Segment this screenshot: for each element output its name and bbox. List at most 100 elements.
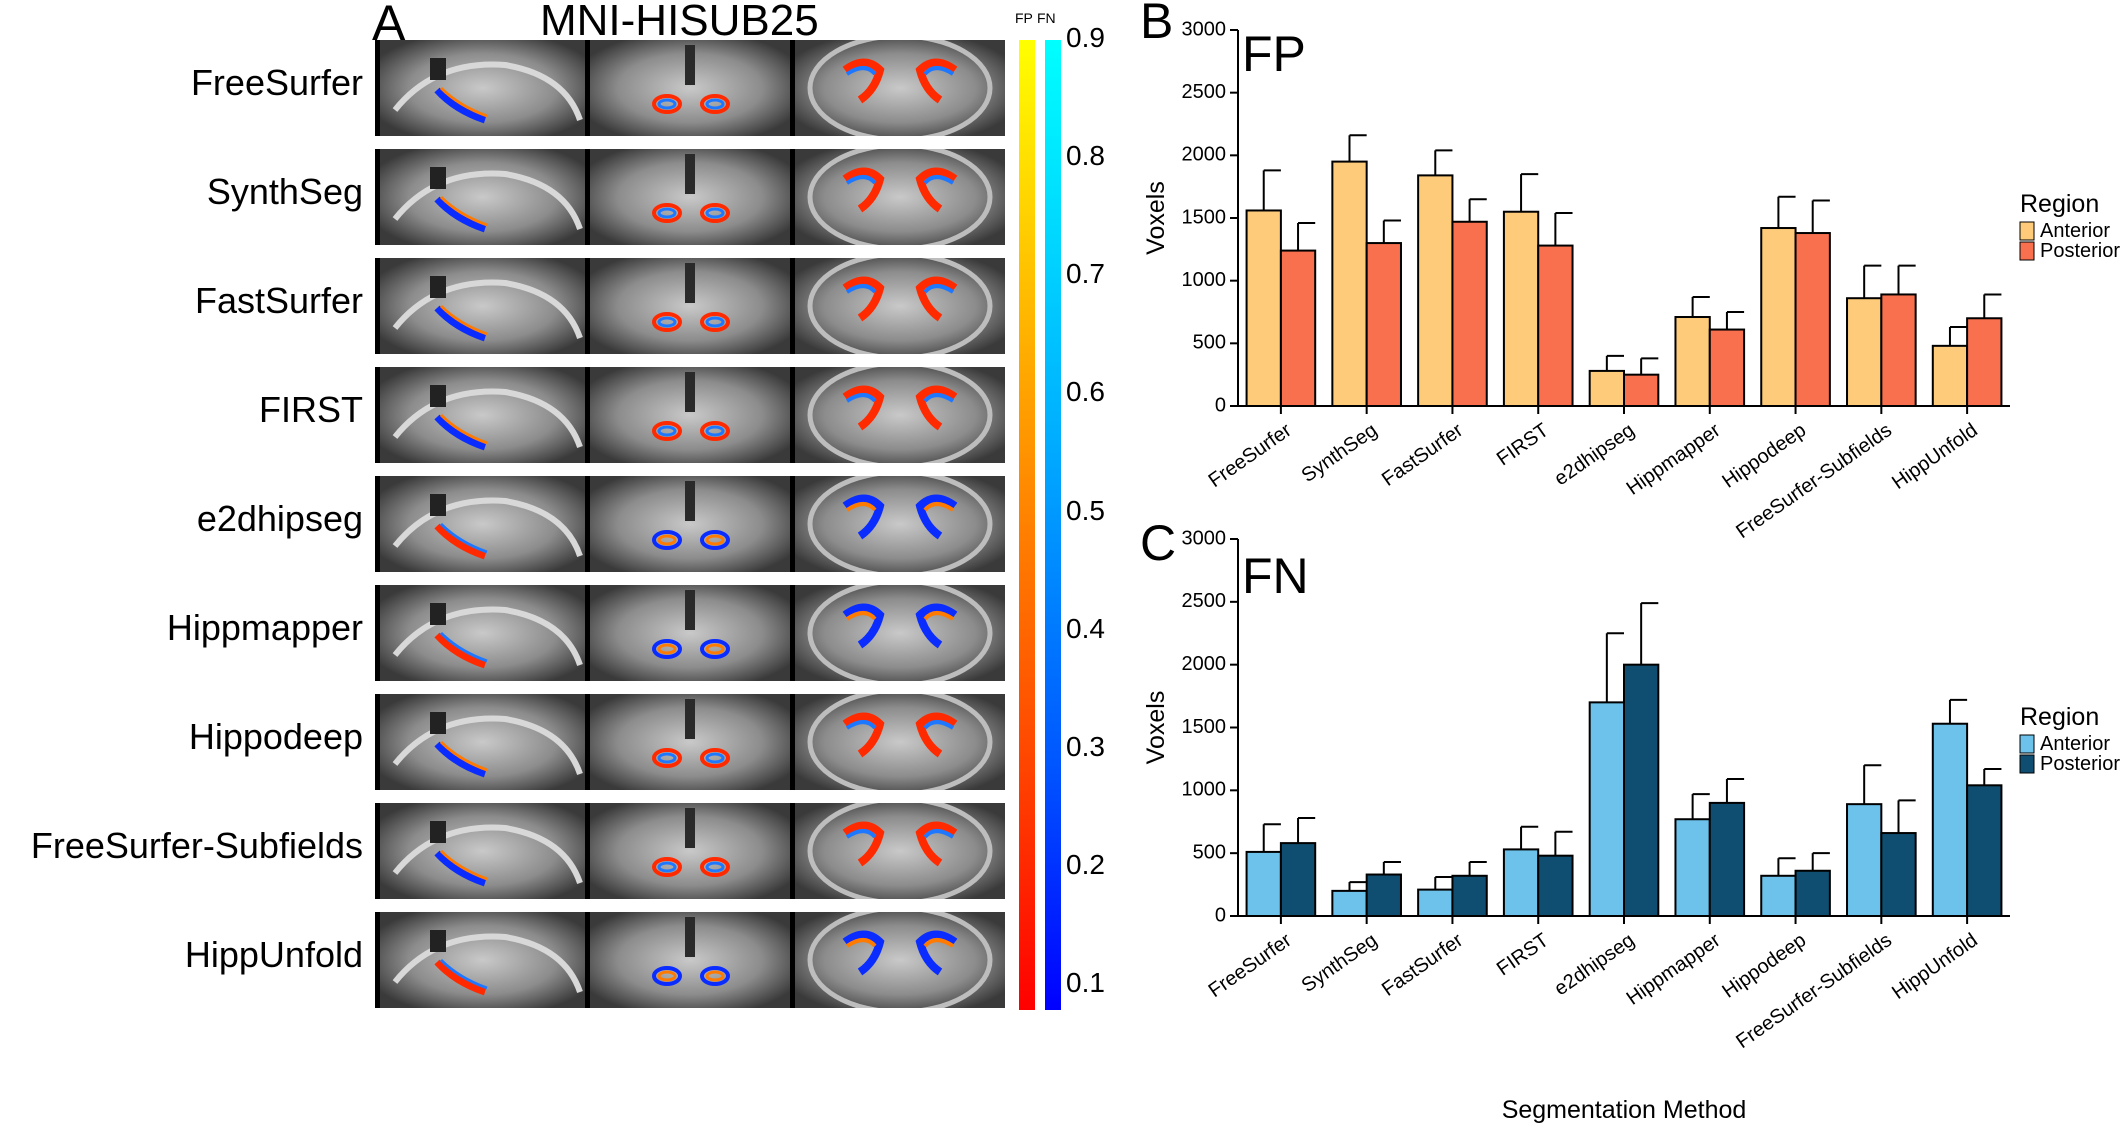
bar-posterior — [1794, 232, 1831, 407]
sagittal-hippocampus-outline — [434, 632, 487, 669]
coronal-left-hippocampus — [652, 639, 682, 659]
sagittal-hippocampus-outline — [434, 414, 487, 451]
bar-anterior — [1846, 803, 1883, 918]
panel-letter: B — [1140, 0, 1173, 49]
legend-item-posterior: Posterior — [2040, 240, 2120, 262]
legend-title: Region — [2020, 703, 2099, 731]
coronal-left-hippocampus-inner — [657, 970, 677, 982]
sagittal-cortex — [392, 388, 583, 449]
coronal-right-hippocampus-inner — [705, 207, 725, 219]
y-tick-label: 1500 — [1182, 206, 1227, 228]
axial-skull — [807, 40, 993, 136]
x-tick-label: SynthSeg — [1298, 929, 1382, 997]
coronal-midline — [685, 45, 695, 85]
sagittal-hippocampus-inner — [439, 631, 488, 663]
method-label: Hippodeep — [188, 716, 363, 757]
bar-anterior — [1931, 722, 1969, 917]
axial-left-hippocampus — [842, 494, 885, 540]
coronal-left-hippocampus-inner — [657, 316, 677, 328]
bar-posterior — [1537, 854, 1574, 917]
sagittal-cortex — [392, 824, 583, 885]
sagittal-cortex — [392, 170, 583, 231]
sagittal-hippocampus-inner — [439, 740, 488, 772]
axial-skull — [807, 367, 993, 463]
coronal-right-hippocampus — [700, 748, 730, 768]
coronal-midline — [685, 590, 695, 630]
fn-colorbar — [1045, 40, 1061, 1010]
axial-right-hippocampus-inner — [923, 175, 955, 185]
coronal-right-hippocampus — [700, 857, 730, 877]
sagittal-ventricle — [430, 58, 446, 80]
bar-posterior — [1708, 328, 1746, 407]
axial-skull — [807, 476, 993, 572]
coronal-midline — [685, 917, 695, 957]
coronal-midline — [685, 699, 695, 739]
colorbar-tick-label: 0.9 — [1066, 22, 1105, 53]
coronal-right-hippocampus — [700, 421, 730, 441]
y-tick-label: 3000 — [1182, 18, 1227, 40]
coronal-right-hippocampus — [700, 639, 730, 659]
axial-left-hippocampus — [842, 276, 885, 322]
axial-skull — [807, 258, 993, 354]
bar-anterior — [1588, 369, 1625, 408]
legend-swatch — [2019, 221, 2035, 241]
bar-anterior — [1760, 874, 1797, 918]
coronal-right-hippocampus-inner — [705, 752, 725, 764]
sagittal-cortex — [392, 606, 583, 667]
brain-slice-row — [375, 912, 1005, 1008]
x-tick-label: FreeSurfer-Subfields — [1732, 929, 1896, 1053]
coronal-right-hippocampus — [700, 312, 730, 332]
legend-title: Region — [2020, 190, 2099, 218]
coronal-midline — [685, 263, 695, 303]
coronal-left-hippocampus — [652, 421, 682, 441]
coronal-left-hippocampus-inner — [657, 643, 677, 655]
coronal-right-hippocampus-inner — [705, 970, 725, 982]
coronal-left-hippocampus — [652, 857, 682, 877]
bar-posterior — [1708, 801, 1746, 918]
legend-swatch — [2019, 241, 2035, 261]
coronal-right-hippocampus — [700, 203, 730, 223]
colorbar-tick-label: 0.2 — [1066, 848, 1105, 880]
y-tick-label: 2500 — [1182, 81, 1227, 103]
bar-anterior — [1674, 818, 1711, 918]
coronal-right-hippocampus — [700, 530, 730, 550]
sagittal-hippocampus-outline — [434, 196, 487, 233]
axial-left-hippocampus-inner — [845, 502, 877, 512]
method-label: FIRST — [259, 389, 363, 430]
legend-swatch — [2019, 754, 2035, 774]
bar-anterior — [1502, 210, 1540, 407]
coronal-right-hippocampus-inner — [705, 643, 725, 655]
coronal-left-hippocampus-inner — [657, 98, 677, 110]
coronal-left-hippocampus — [652, 530, 682, 550]
sagittal-hippocampus-inner — [439, 304, 488, 336]
bar-anterior — [1846, 297, 1883, 408]
y-tick-label: 0 — [1215, 904, 1226, 926]
axial-left-hippocampus — [842, 821, 885, 867]
y-tick-label: 0 — [1215, 394, 1226, 416]
x-axis-label: Segmentation Method — [1502, 1096, 1747, 1124]
sagittal-hippocampus-outline — [434, 305, 487, 342]
coronal-right-hippocampus-inner — [705, 534, 725, 546]
x-tick-label: FIRST — [1493, 929, 1553, 980]
sagittal-ventricle — [430, 930, 446, 952]
method-label: HippUnfold — [184, 934, 363, 975]
sagittal-cortex — [392, 497, 583, 558]
coronal-left-hippocampus-inner — [657, 752, 677, 764]
y-tick-label: 3000 — [1182, 527, 1227, 549]
axial-right-hippocampus — [915, 603, 958, 649]
chart-title: FP — [1242, 26, 1306, 82]
bar-posterior — [1537, 244, 1574, 407]
coronal-right-hippocampus-inner — [705, 316, 725, 328]
brain-slice-row — [375, 694, 1005, 790]
x-tick-label: FreeSurfer — [1205, 929, 1296, 1002]
sagittal-ventricle — [430, 494, 446, 516]
sagittal-cortex — [392, 61, 583, 122]
y-axis-label: Voxels — [1142, 181, 1170, 255]
x-tick-label: HippUnfold — [1888, 929, 1982, 1004]
sagittal-hippocampus-outline — [434, 87, 487, 124]
y-axis-label: Voxels — [1142, 691, 1170, 765]
axial-left-hippocampus — [842, 930, 885, 976]
method-label: SynthSeg — [206, 171, 363, 212]
fp-colorbar-label: FP — [1015, 10, 1033, 26]
coronal-left-hippocampus-inner — [657, 425, 677, 437]
